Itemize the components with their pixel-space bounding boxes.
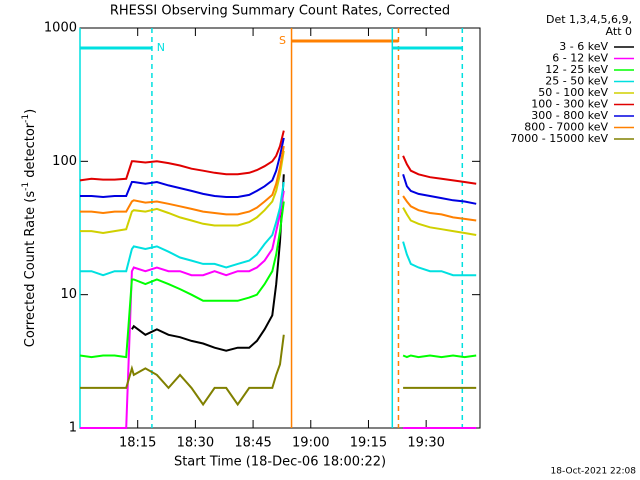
series-line: [131, 174, 285, 352]
legend-label: 12 - 25 keV: [545, 63, 608, 76]
series-line: [80, 137, 477, 205]
legend-label: 6 - 12 keV: [552, 52, 608, 65]
series-line: [80, 145, 477, 222]
x-tick-label: 19:00: [292, 436, 329, 451]
series-line: [80, 190, 477, 429]
legend-label: 25 - 50 keV: [545, 75, 608, 88]
y-tick-label: 100: [52, 154, 77, 169]
x-axis-label: Start Time (18-Dec-06 18:00:22): [174, 455, 386, 470]
footer: 18-Oct-2021 22:08: [551, 467, 637, 477]
legend-label: 7000 - 15000 keV: [510, 132, 608, 145]
series-line: [80, 181, 477, 277]
series-line: [80, 150, 477, 236]
legend-label: 50 - 100 keV: [538, 86, 608, 99]
y-axis-label: Corrected Count Rate (s-1 detector-1): [21, 109, 38, 347]
legend-label: 100 - 300 keV: [531, 98, 608, 111]
legend-header: Att 0: [606, 25, 632, 38]
period-label: S: [279, 34, 286, 47]
legend-header: Det 1,3,4,5,6,9,: [546, 13, 632, 26]
y-tick-label: 10: [60, 287, 77, 302]
y-label-part: detector: [23, 122, 38, 182]
series-line: [80, 334, 477, 407]
y-label-part: Corrected Count Rate (s: [23, 191, 38, 348]
chart-title: RHESSI Observing Summary Count Rates, Co…: [110, 4, 450, 19]
legend-label: 300 - 800 keV: [531, 109, 608, 122]
series-line: [79, 130, 477, 185]
y-label-sup: -1: [21, 114, 31, 123]
legend-label: 3 - 6 keV: [559, 40, 608, 53]
period-label: N: [157, 41, 165, 54]
legend-label: 800 - 7000 keV: [524, 121, 608, 134]
x-tick-label: 19:15: [350, 436, 387, 451]
y-label-sup: -1: [21, 182, 31, 191]
y-tick-label: 1000: [44, 21, 77, 36]
y-label-part: ): [23, 109, 38, 114]
series-line: [79, 201, 477, 359]
x-tick-label: 18:45: [234, 436, 271, 451]
x-tick-label: 18:15: [119, 436, 156, 451]
x-tick-label: 19:30: [407, 436, 444, 451]
y-tick-label: 1: [69, 421, 77, 436]
x-tick-label: 18:30: [177, 436, 214, 451]
